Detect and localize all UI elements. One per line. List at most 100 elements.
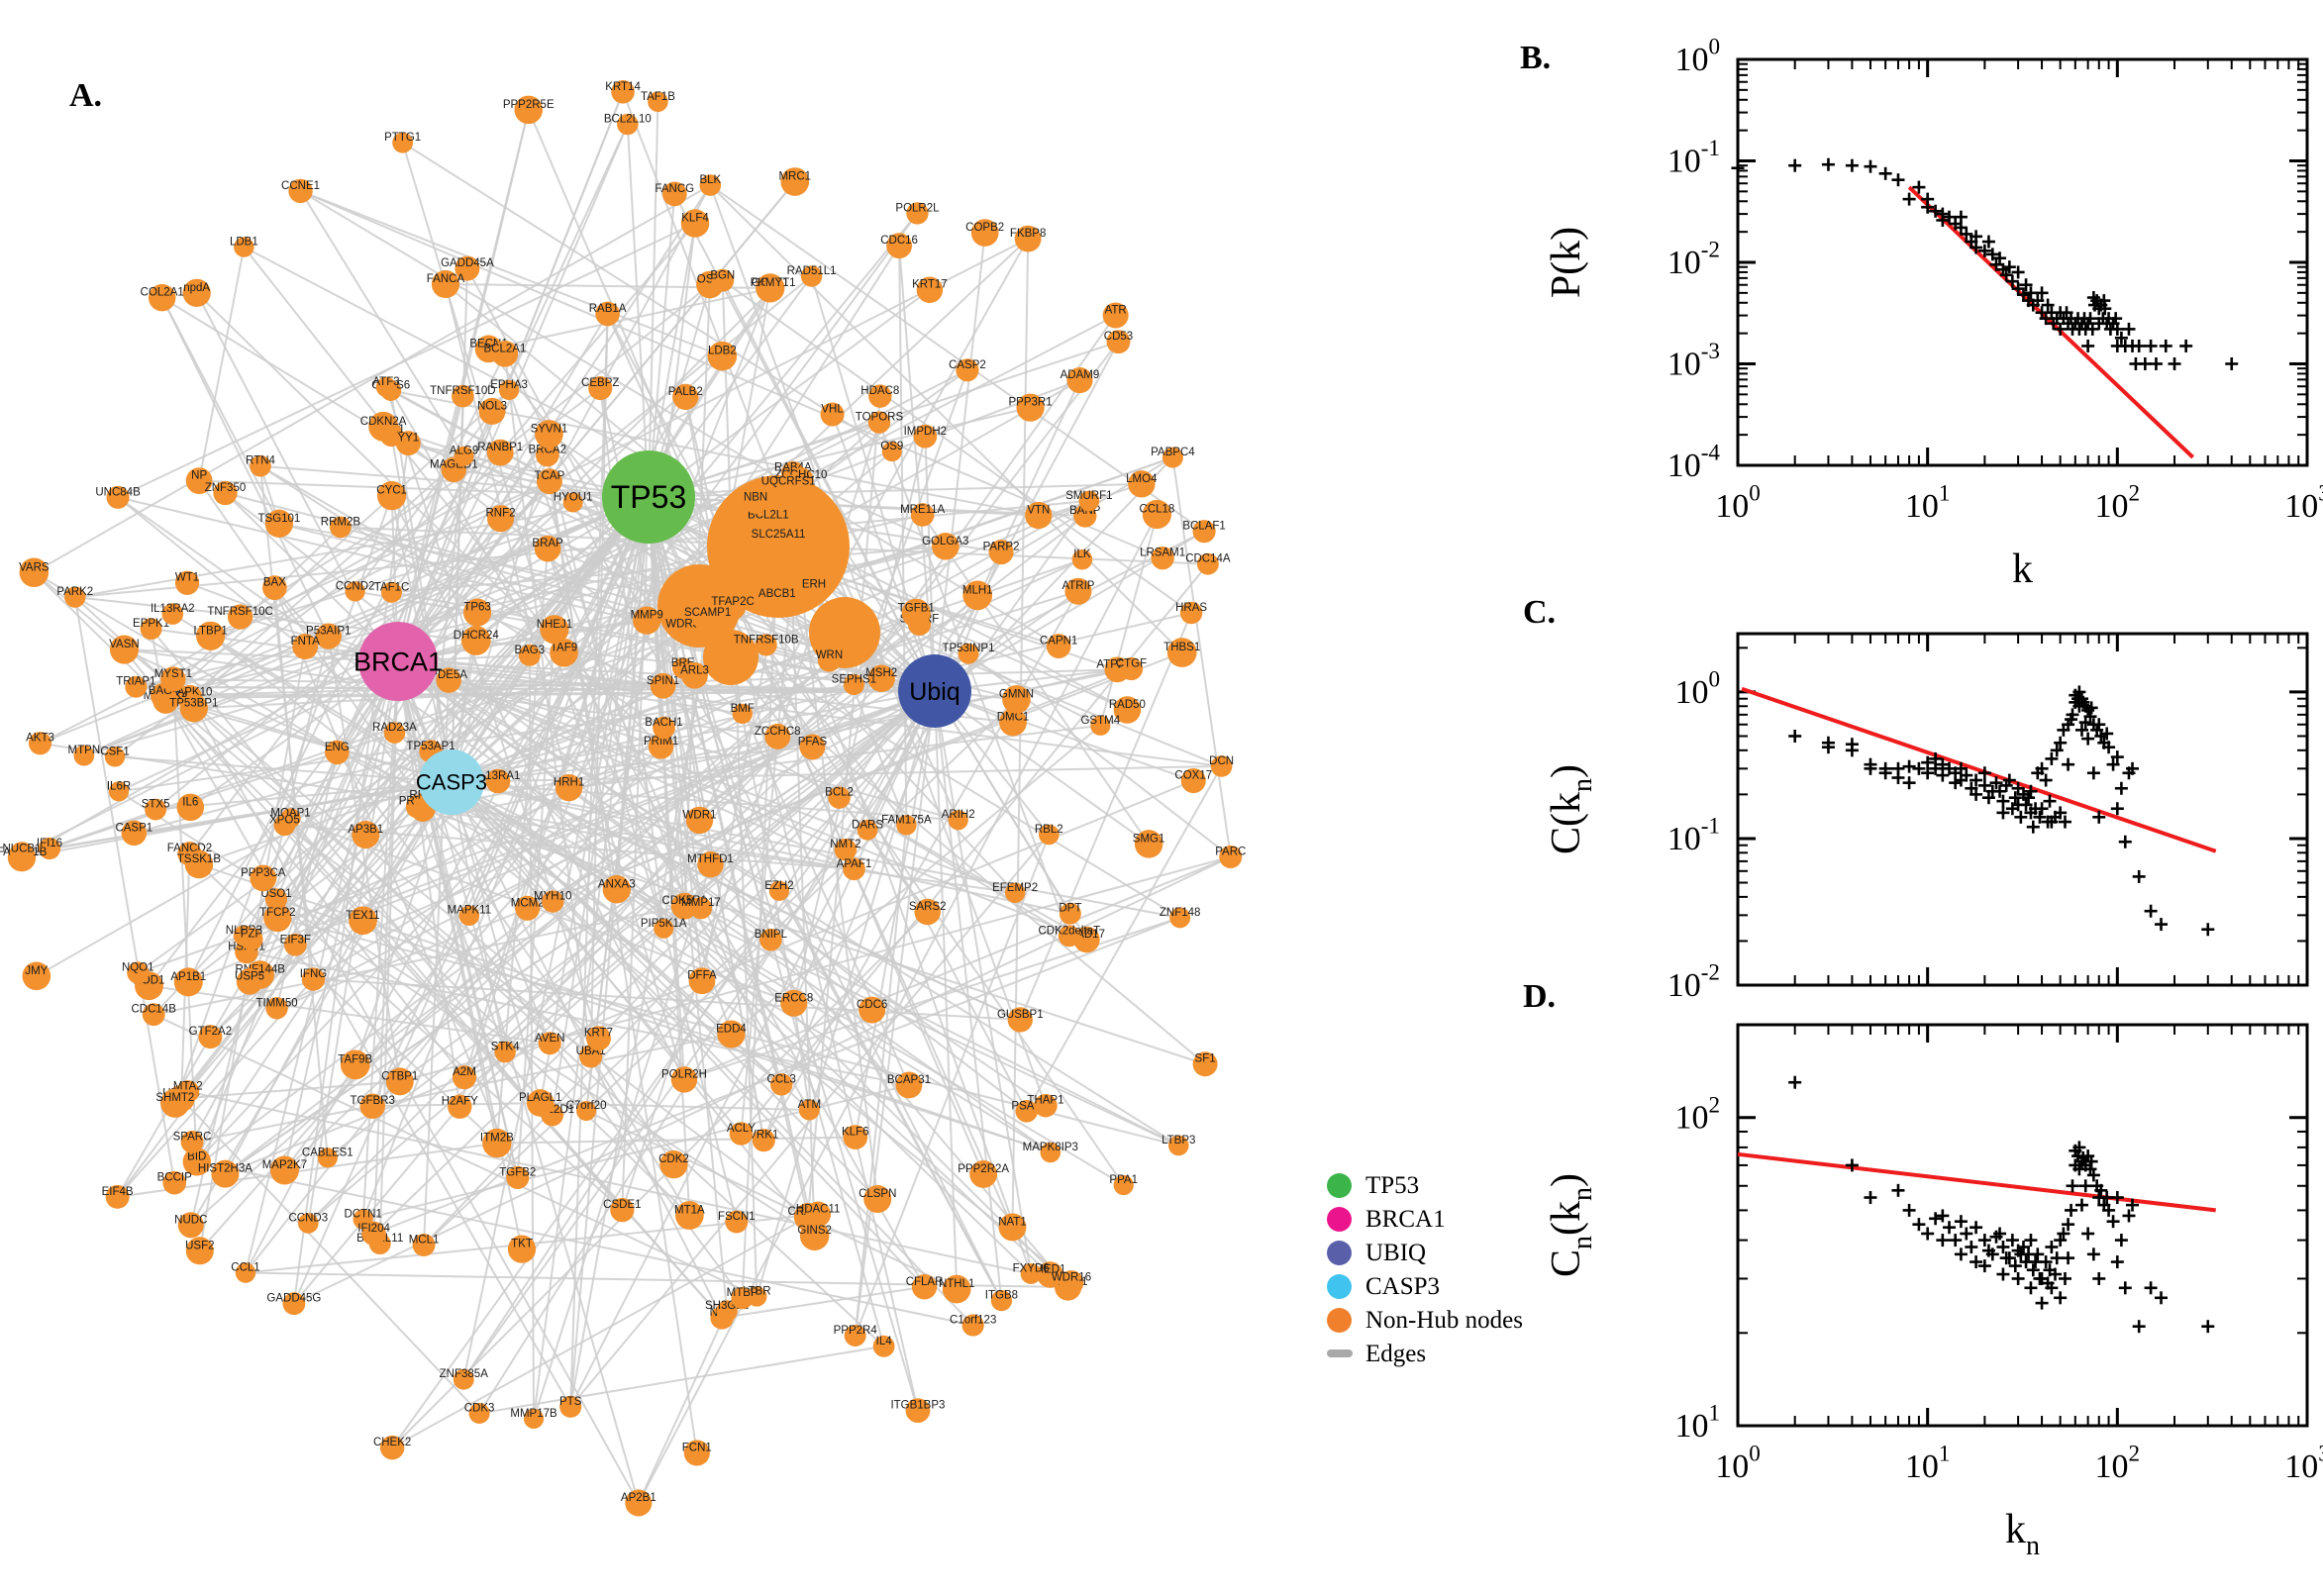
svg-text:SHMT2: SHMT2 bbox=[155, 1092, 194, 1104]
svg-text:CCL3: CCL3 bbox=[767, 1073, 796, 1085]
svg-text:ATM: ATM bbox=[798, 1099, 821, 1111]
svg-text:10-1: 10-1 bbox=[1667, 814, 1720, 857]
svg-text:CSDE1: CSDE1 bbox=[603, 1199, 641, 1211]
svg-text:TNFRSF10D: TNFRSF10D bbox=[430, 385, 495, 397]
degree-distribution-chart: 100 101 102 103 100 10-1 10-2 10-3 10-4 k P(k) bbox=[1544, 35, 2323, 592]
svg-text:VARS: VARS bbox=[19, 561, 50, 573]
svg-text:MRE11A: MRE11A bbox=[900, 504, 945, 516]
svg-text:FAM175A: FAM175A bbox=[881, 814, 932, 826]
svg-text:TP53: TP53 bbox=[611, 479, 686, 515]
svg-text:CCND2: CCND2 bbox=[336, 580, 375, 592]
svg-text:SCAMP1: SCAMP1 bbox=[684, 607, 731, 619]
svg-text:HRAS: HRAS bbox=[1175, 602, 1207, 614]
svg-text:NQO1: NQO1 bbox=[122, 962, 154, 974]
svg-text:VRK1: VRK1 bbox=[749, 1130, 778, 1142]
svg-text:MMP9: MMP9 bbox=[631, 610, 663, 622]
panel-d-label: D. bbox=[1523, 978, 1557, 1015]
svg-text:FANCG: FANCG bbox=[656, 183, 695, 195]
svg-text:THAP1: THAP1 bbox=[1027, 1095, 1063, 1107]
svg-text:TAF9B: TAF9B bbox=[338, 1053, 372, 1065]
svg-text:CCNE1: CCNE1 bbox=[281, 180, 320, 192]
svg-text:LRSAM1: LRSAM1 bbox=[1140, 548, 1185, 559]
svg-text:10-4: 10-4 bbox=[1667, 441, 1721, 484]
svg-text:POLR2H: POLR2H bbox=[661, 1068, 707, 1080]
panel-c-label: C. bbox=[1523, 594, 1557, 631]
svg-text:BRAP: BRAP bbox=[532, 538, 563, 549]
svg-text:IFI16: IFI16 bbox=[37, 838, 62, 849]
svg-text:POLR2L: POLR2L bbox=[895, 202, 940, 214]
legend-label-tp53: TP53 bbox=[1365, 1171, 1420, 1199]
svg-text:101: 101 bbox=[1905, 1442, 1951, 1485]
svg-text:PTTG1: PTTG1 bbox=[384, 132, 421, 144]
svg-text:SPARC: SPARC bbox=[173, 1131, 212, 1143]
svg-text:AP2B1: AP2B1 bbox=[621, 1492, 656, 1504]
svg-text:BCAP31: BCAP31 bbox=[887, 1074, 931, 1086]
svg-text:OS9: OS9 bbox=[880, 441, 903, 452]
svg-text:WDR1: WDR1 bbox=[683, 809, 717, 821]
svg-text:100: 100 bbox=[1715, 1442, 1761, 1485]
svg-text:ZNF350: ZNF350 bbox=[205, 482, 247, 494]
svg-text:DFFA: DFFA bbox=[687, 970, 717, 982]
legend-item-ubiq: UBIQ bbox=[1327, 1236, 1523, 1269]
svg-text:JMY: JMY bbox=[25, 965, 48, 977]
legend-item-tp53: TP53 bbox=[1327, 1168, 1523, 1202]
svg-text:EDD4: EDD4 bbox=[716, 1024, 747, 1036]
svg-text:TGFBR3: TGFBR3 bbox=[351, 1095, 395, 1107]
clustering-coefficient-chart: 100 10-1 10-2 C(kn) bbox=[1544, 632, 2309, 1004]
svg-text:TSG101: TSG101 bbox=[258, 513, 301, 525]
legend-label-nonhub: Non-Hub nodes bbox=[1365, 1306, 1524, 1334]
svg-text:EPHA3: EPHA3 bbox=[490, 379, 528, 391]
svg-text:PABPC4: PABPC4 bbox=[1151, 447, 1195, 458]
svg-text:kn: kn bbox=[2005, 1507, 2040, 1561]
svg-text:WRN: WRN bbox=[816, 649, 843, 661]
svg-text:SLC25A11: SLC25A11 bbox=[752, 529, 806, 541]
svg-text:FSCN1: FSCN1 bbox=[718, 1211, 756, 1223]
svg-text:KLF4: KLF4 bbox=[681, 212, 709, 224]
svg-text:PKMYT1: PKMYT1 bbox=[751, 277, 796, 289]
svg-text:TCAP: TCAP bbox=[535, 470, 565, 482]
svg-text:BAX: BAX bbox=[263, 577, 286, 589]
network-legend: TP53 BRCA1 UBIQ CASP3 Non-Hub nodes Edge… bbox=[1327, 1168, 1523, 1370]
svg-text:PPA1: PPA1 bbox=[1109, 1174, 1138, 1186]
svg-text:IL6: IL6 bbox=[182, 796, 198, 808]
nonhub-swatch-icon bbox=[1327, 1307, 1352, 1333]
svg-text:BCLAF1: BCLAF1 bbox=[1182, 521, 1225, 533]
svg-text:DPT: DPT bbox=[1059, 903, 1081, 915]
legend-item-edges: Edges bbox=[1327, 1337, 1523, 1370]
svg-text:CYC1: CYC1 bbox=[376, 485, 407, 497]
svg-text:PARC: PARC bbox=[1215, 846, 1246, 857]
svg-text:TOPORS: TOPORS bbox=[856, 412, 904, 424]
svg-text:GMNN: GMNN bbox=[999, 688, 1034, 700]
svg-text:TAF1C: TAF1C bbox=[374, 581, 410, 593]
svg-text:RAD51L1: RAD51L1 bbox=[787, 265, 837, 277]
svg-text:10-1: 10-1 bbox=[1667, 136, 1720, 179]
svg-text:10-2: 10-2 bbox=[1667, 960, 1720, 1004]
svg-text:ITM2B: ITM2B bbox=[480, 1133, 514, 1145]
svg-text:PPP2R2A: PPP2R2A bbox=[958, 1163, 1009, 1175]
svg-text:STK4: STK4 bbox=[491, 1041, 520, 1052]
svg-text:ZCCHC8: ZCCHC8 bbox=[755, 726, 801, 738]
svg-text:PARP2: PARP2 bbox=[983, 542, 1020, 553]
svg-text:ZNF385A: ZNF385A bbox=[440, 1368, 489, 1380]
svg-text:NAT1: NAT1 bbox=[998, 1216, 1027, 1228]
svg-text:BRCA1: BRCA1 bbox=[354, 647, 443, 676]
svg-text:CTGF: CTGF bbox=[1116, 658, 1147, 670]
svg-text:100: 100 bbox=[1715, 481, 1761, 525]
svg-text:PFAS: PFAS bbox=[798, 736, 828, 748]
svg-text:CDKN2A: CDKN2A bbox=[360, 416, 407, 428]
svg-text:RNF2: RNF2 bbox=[485, 508, 515, 520]
svg-text:PRIM1: PRIM1 bbox=[644, 736, 678, 748]
svg-text:TFCP2: TFCP2 bbox=[259, 907, 295, 919]
legend-item-brca1: BRCA1 bbox=[1327, 1202, 1523, 1236]
svg-text:Cn(kn): Cn(kn) bbox=[1544, 1173, 1598, 1277]
svg-text:BAG3: BAG3 bbox=[514, 645, 545, 656]
svg-text:PTS: PTS bbox=[559, 1396, 582, 1408]
svg-text:NHEJ1: NHEJ1 bbox=[537, 619, 572, 631]
svg-text:MAP2K7: MAP2K7 bbox=[262, 1159, 307, 1171]
svg-text:AP1B1: AP1B1 bbox=[170, 971, 206, 983]
svg-text:FKBP8: FKBP8 bbox=[1010, 228, 1046, 240]
svg-text:DHCR24: DHCR24 bbox=[454, 630, 500, 642]
svg-text:WDR16: WDR16 bbox=[1052, 1272, 1091, 1284]
svg-text:USO1: USO1 bbox=[260, 888, 291, 900]
